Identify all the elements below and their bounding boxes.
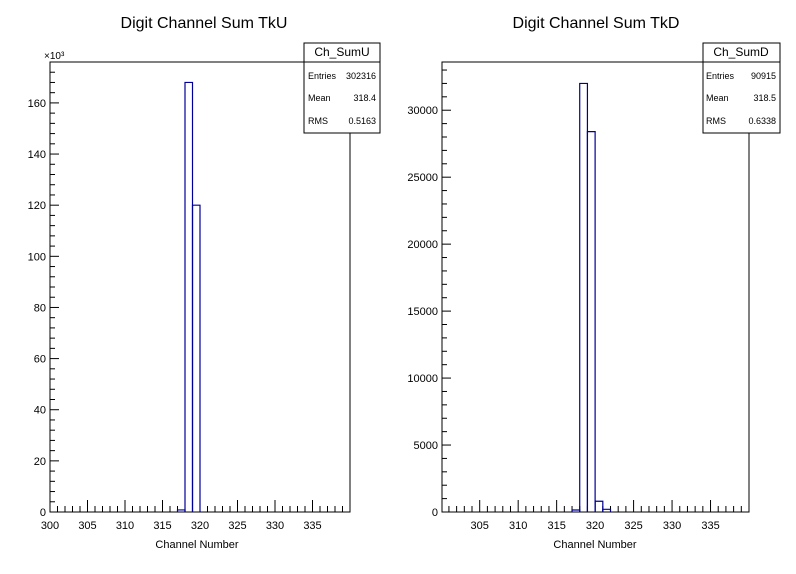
y-tick-label: 140 bbox=[28, 149, 46, 161]
y-tick-label: 60 bbox=[34, 354, 46, 366]
histogram-bin bbox=[594, 500, 604, 512]
stats-rms-label: RMS bbox=[308, 116, 328, 126]
stats-box: Ch_SumU Entries 302316 Mean 318.4 RMS 0.… bbox=[303, 42, 381, 134]
x-tick-label: 335 bbox=[701, 520, 719, 532]
histogram-bin bbox=[184, 81, 194, 512]
x-tick-label: 310 bbox=[116, 520, 134, 532]
y-tick-label: 160 bbox=[28, 98, 46, 110]
y-tick-label: 40 bbox=[34, 405, 46, 417]
stats-entries-value: 90915 bbox=[751, 71, 776, 81]
stats-entries-label: Entries bbox=[706, 71, 735, 81]
x-axis-label: Channel Number bbox=[553, 539, 636, 551]
histogram-bin bbox=[191, 204, 201, 512]
stats-box-name: Ch_SumU bbox=[314, 45, 369, 59]
chart-title: Digit Channel Sum TkU bbox=[121, 15, 288, 32]
x-tick-label: 310 bbox=[509, 520, 527, 532]
y-axis-multiplier: ×10³ bbox=[44, 51, 65, 62]
y-tick-label: 30000 bbox=[407, 105, 438, 117]
y-tick-label: 100 bbox=[28, 251, 46, 263]
stats-mean-value: 318.4 bbox=[353, 93, 376, 103]
y-tick-label: 15000 bbox=[407, 306, 438, 318]
y-tick-label: 20000 bbox=[407, 239, 438, 251]
x-tick-label: 325 bbox=[624, 520, 642, 532]
y-tick-label: 10000 bbox=[407, 373, 438, 385]
y-tick-label: 20 bbox=[34, 456, 46, 468]
stats-rms-label: RMS bbox=[706, 116, 726, 126]
y-tick-label: 25000 bbox=[407, 172, 438, 184]
x-tick-label: 325 bbox=[228, 520, 246, 532]
x-tick-label: 320 bbox=[191, 520, 209, 532]
x-tick-label: 315 bbox=[153, 520, 171, 532]
histogram-bin bbox=[602, 508, 612, 512]
x-tick-label: 335 bbox=[303, 520, 321, 532]
x-tick-label: 305 bbox=[471, 520, 489, 532]
y-tick-label: 0 bbox=[40, 507, 46, 519]
stats-mean-label: Mean bbox=[706, 93, 729, 103]
stats-box-name: Ch_SumD bbox=[713, 45, 769, 59]
histogram-bars bbox=[176, 81, 201, 512]
stats-rms-value: 0.6338 bbox=[748, 116, 776, 126]
y-tick-label: 120 bbox=[28, 200, 46, 212]
stats-rms-value: 0.5163 bbox=[348, 116, 376, 126]
histogram-bin bbox=[586, 131, 596, 512]
y-tick-label: 80 bbox=[34, 302, 46, 314]
x-axis-label: Channel Number bbox=[155, 539, 238, 551]
y-tick-label: 5000 bbox=[414, 440, 438, 452]
x-tick-label: 305 bbox=[78, 520, 96, 532]
x-tick-label: 330 bbox=[663, 520, 681, 532]
stats-mean-label: Mean bbox=[308, 93, 331, 103]
stats-box: Ch_SumD Entries 90915 Mean 318.5 RMS 0.6… bbox=[702, 42, 781, 134]
x-tick-label: 300 bbox=[41, 520, 59, 532]
panel-left: Digit Channel Sum TkU 300 305 310 315 320 325… bbox=[28, 15, 381, 551]
x-tick-label: 320 bbox=[586, 520, 604, 532]
x-tick-label: 330 bbox=[266, 520, 284, 532]
x-tick-label: 315 bbox=[547, 520, 565, 532]
stats-entries-label: Entries bbox=[308, 71, 337, 81]
axis-ticks: 305 310 315 320 325 330 335 0 5000 10000 15000 2000… bbox=[407, 69, 742, 532]
chart-title: Digit Channel Sum TkD bbox=[513, 15, 680, 32]
y-tick-label: 0 bbox=[432, 507, 438, 519]
histogram-bin bbox=[579, 82, 589, 512]
panel-right: Digit Channel Sum TkD 305 310 315 320 325 330… bbox=[407, 15, 781, 551]
stats-mean-value: 318.5 bbox=[753, 93, 776, 103]
stats-entries-value: 302316 bbox=[346, 71, 376, 81]
histogram-bars bbox=[571, 82, 612, 512]
